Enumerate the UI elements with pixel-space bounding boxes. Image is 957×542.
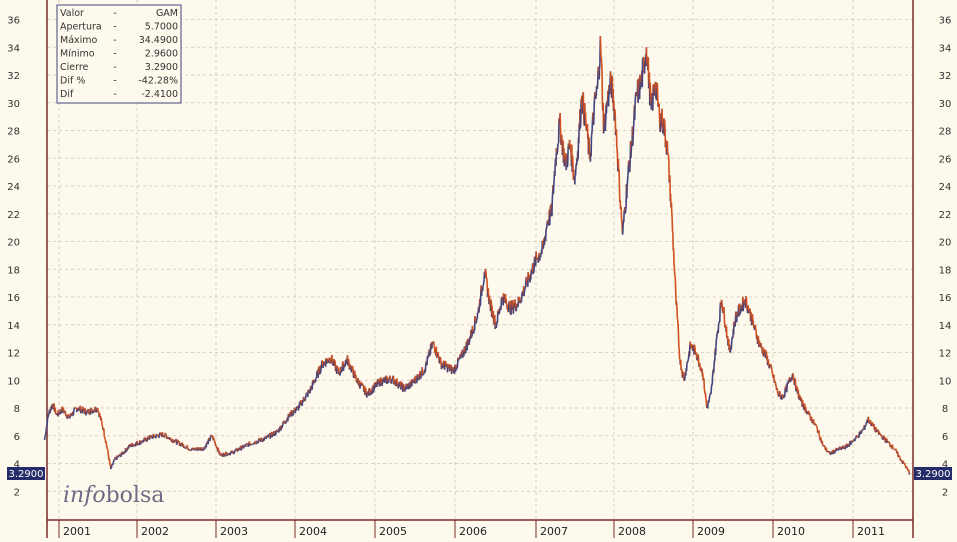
info-row-label: Valor <box>60 8 84 19</box>
info-row-label: Mínimo <box>60 49 95 60</box>
last-price-left: 3.2900 <box>7 467 45 480</box>
y-tick-label-right: 12 <box>939 349 952 360</box>
info-row-separator: - <box>113 22 116 33</box>
y-tick-label-left: 16 <box>7 293 20 304</box>
info-row-separator: - <box>113 89 116 100</box>
info-row-value: 5.7000 <box>145 22 178 33</box>
y-tick-label-right: 8 <box>942 404 948 415</box>
x-tick-label: 2007 <box>540 525 568 538</box>
y-tick-label-left: 6 <box>14 432 20 443</box>
y-tick-label-left: 20 <box>7 238 20 249</box>
info-panel: Valor-GAMApertura-5.7000Máximo-34.4900Mí… <box>57 5 181 103</box>
y-tick-label-left: 8 <box>14 404 20 415</box>
info-row-value: GAM <box>156 8 178 19</box>
info-row-value: 3.2900 <box>145 62 178 73</box>
y-tick-label-left: 22 <box>7 210 20 221</box>
info-row-value: 2.9600 <box>145 49 178 60</box>
y-tick-label-right: 32 <box>939 71 952 82</box>
last-price-left-text: 3.2900 <box>9 469 44 480</box>
info-row-separator: - <box>113 49 116 60</box>
x-tick-label: 2009 <box>697 525 725 538</box>
last-price-right: 3.2900 <box>914 467 952 480</box>
y-tick-label-right: 24 <box>939 182 952 193</box>
x-tick-label: 2008 <box>618 525 646 538</box>
x-tick-label: 2006 <box>459 525 487 538</box>
y-tick-label-left: 12 <box>7 349 20 360</box>
info-row-label: Apertura <box>60 22 102 33</box>
y-tick-label-right: 14 <box>939 321 952 332</box>
y-tick-label-right: 16 <box>939 293 952 304</box>
info-row-label: Máximo <box>60 35 98 46</box>
y-tick-label-right: 30 <box>939 99 952 110</box>
y-tick-label-left: 18 <box>7 265 20 276</box>
x-tick-label: 2005 <box>379 525 407 538</box>
y-tick-label-left: 2 <box>14 487 20 498</box>
y-tick-label-right: 2 <box>942 487 948 498</box>
info-row-label: Dif <box>60 89 74 100</box>
y-tick-label-right: 10 <box>939 376 952 387</box>
y-tick-label-right: 22 <box>939 210 952 221</box>
info-row-label: Cierre <box>60 62 89 73</box>
y-tick-label-left: 26 <box>7 154 20 165</box>
y-tick-label-right: 36 <box>939 16 952 27</box>
y-tick-label-left: 30 <box>7 99 20 110</box>
info-row-separator: - <box>113 8 116 19</box>
infobolsa-watermark: infobolsa <box>63 483 164 508</box>
info-row-value: -42.28% <box>138 76 178 87</box>
y-tick-label-left: 14 <box>7 321 20 332</box>
y-tick-label-right: 26 <box>939 154 952 165</box>
y-tick-label-left: 28 <box>7 127 20 138</box>
y-tick-label-left: 34 <box>7 43 20 54</box>
y-tick-label-right: 6 <box>942 432 948 443</box>
info-row-value: -2.4100 <box>141 89 178 100</box>
y-tick-label-right: 28 <box>939 127 952 138</box>
y-tick-label-left: 10 <box>7 376 20 387</box>
y-tick-label-left: 24 <box>7 182 20 193</box>
x-tick-label: 2003 <box>220 525 248 538</box>
last-price-right-text: 3.2900 <box>916 469 951 480</box>
y-tick-label-right: 20 <box>939 238 952 249</box>
info-row-separator: - <box>113 62 116 73</box>
x-tick-label: 2010 <box>777 525 805 538</box>
info-row-separator: - <box>113 35 116 46</box>
y-tick-label-right: 34 <box>939 43 952 54</box>
y-tick-label-left: 36 <box>7 16 20 27</box>
x-tick-label: 2002 <box>141 525 169 538</box>
watermark-bolsa: bolsa <box>106 483 165 508</box>
x-tick-label: 2004 <box>299 525 327 538</box>
info-row-value: 34.4900 <box>139 35 178 46</box>
y-tick-label-left: 32 <box>7 71 20 82</box>
watermark-info: info <box>63 483 106 508</box>
y-tick-label-right: 18 <box>939 265 952 276</box>
info-row-separator: - <box>113 76 116 87</box>
x-tick-label: 2001 <box>63 525 91 538</box>
info-row-label: Dif % <box>60 76 85 87</box>
x-tick-label: 2011 <box>857 525 885 538</box>
